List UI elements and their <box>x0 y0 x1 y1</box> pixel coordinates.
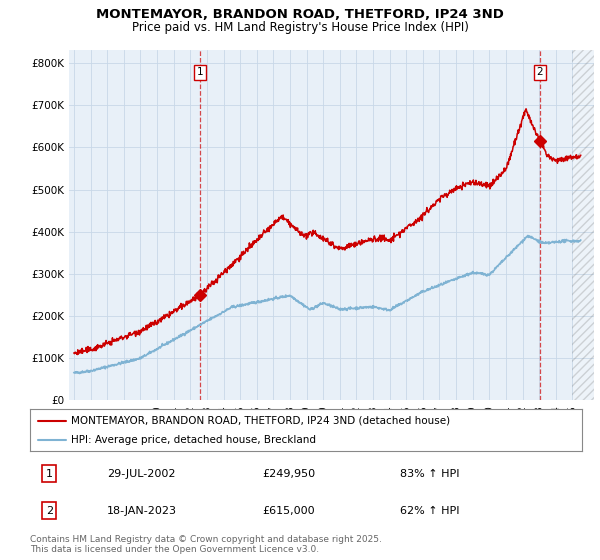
Bar <box>572 50 600 400</box>
Text: £615,000: £615,000 <box>262 506 314 516</box>
Text: 83% ↑ HPI: 83% ↑ HPI <box>400 469 460 479</box>
Text: £249,950: £249,950 <box>262 469 315 479</box>
Text: 29-JUL-2002: 29-JUL-2002 <box>107 469 176 479</box>
Text: Price paid vs. HM Land Registry's House Price Index (HPI): Price paid vs. HM Land Registry's House … <box>131 21 469 34</box>
Text: MONTEMAYOR, BRANDON ROAD, THETFORD, IP24 3ND: MONTEMAYOR, BRANDON ROAD, THETFORD, IP24… <box>96 8 504 21</box>
Text: HPI: Average price, detached house, Breckland: HPI: Average price, detached house, Brec… <box>71 435 316 445</box>
Text: 18-JAN-2023: 18-JAN-2023 <box>107 506 177 516</box>
Text: MONTEMAYOR, BRANDON ROAD, THETFORD, IP24 3ND (detached house): MONTEMAYOR, BRANDON ROAD, THETFORD, IP24… <box>71 416 451 426</box>
Text: 2: 2 <box>46 506 53 516</box>
Bar <box>572 50 600 400</box>
Text: 62% ↑ HPI: 62% ↑ HPI <box>400 506 460 516</box>
Text: Contains HM Land Registry data © Crown copyright and database right 2025.
This d: Contains HM Land Registry data © Crown c… <box>30 535 382 554</box>
Text: 2: 2 <box>536 67 544 77</box>
Text: 1: 1 <box>46 469 53 479</box>
Text: 1: 1 <box>197 67 203 77</box>
